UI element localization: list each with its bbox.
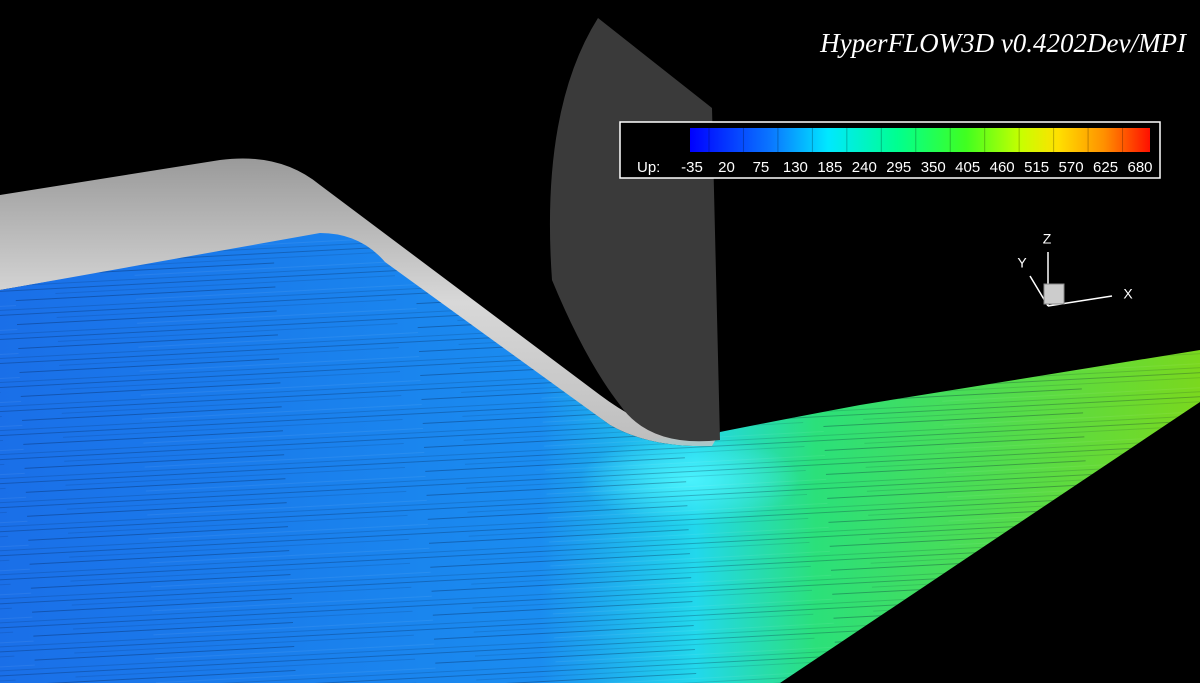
axis-label-x: X bbox=[1123, 286, 1133, 302]
colorbar-tick-label: 240 bbox=[852, 159, 877, 176]
colorbar-tick-label: 130 bbox=[783, 159, 808, 176]
colorbar-tick-label: 75 bbox=[753, 159, 770, 176]
title: HyperFLOW3D v0.4202Dev/MPI bbox=[819, 28, 1188, 58]
colorbar-tick-label: 680 bbox=[1127, 159, 1152, 176]
colorbar-label: Up: bbox=[637, 159, 660, 176]
axis-label-z: Z bbox=[1043, 231, 1052, 247]
colorbar-tick-label: 570 bbox=[1059, 159, 1084, 176]
colorbar-tick-label: 20 bbox=[718, 159, 735, 176]
colorbar-tick-label: 185 bbox=[817, 159, 842, 176]
colorbar bbox=[690, 128, 1150, 152]
colorbar-tick-label: 350 bbox=[921, 159, 946, 176]
colorbar-ticks: -35 20 75 130 185 240 295 350 405 460 515 570 625 680 bbox=[681, 128, 1158, 176]
body-surface bbox=[0, 158, 720, 447]
colorbar-tick-label: 625 bbox=[1093, 159, 1118, 176]
axes-triad bbox=[1029, 252, 1113, 307]
colorbar-tick-label: -35 bbox=[681, 159, 703, 176]
axis-label-y: Y bbox=[1017, 255, 1027, 271]
colorbar-tick-label: 405 bbox=[955, 159, 980, 176]
colorbar-tick-label: 515 bbox=[1024, 159, 1049, 176]
colorbar-tick-label: 460 bbox=[990, 159, 1015, 176]
streak-texture bbox=[0, 233, 1200, 683]
colorbar-tick-label: 295 bbox=[886, 159, 911, 176]
